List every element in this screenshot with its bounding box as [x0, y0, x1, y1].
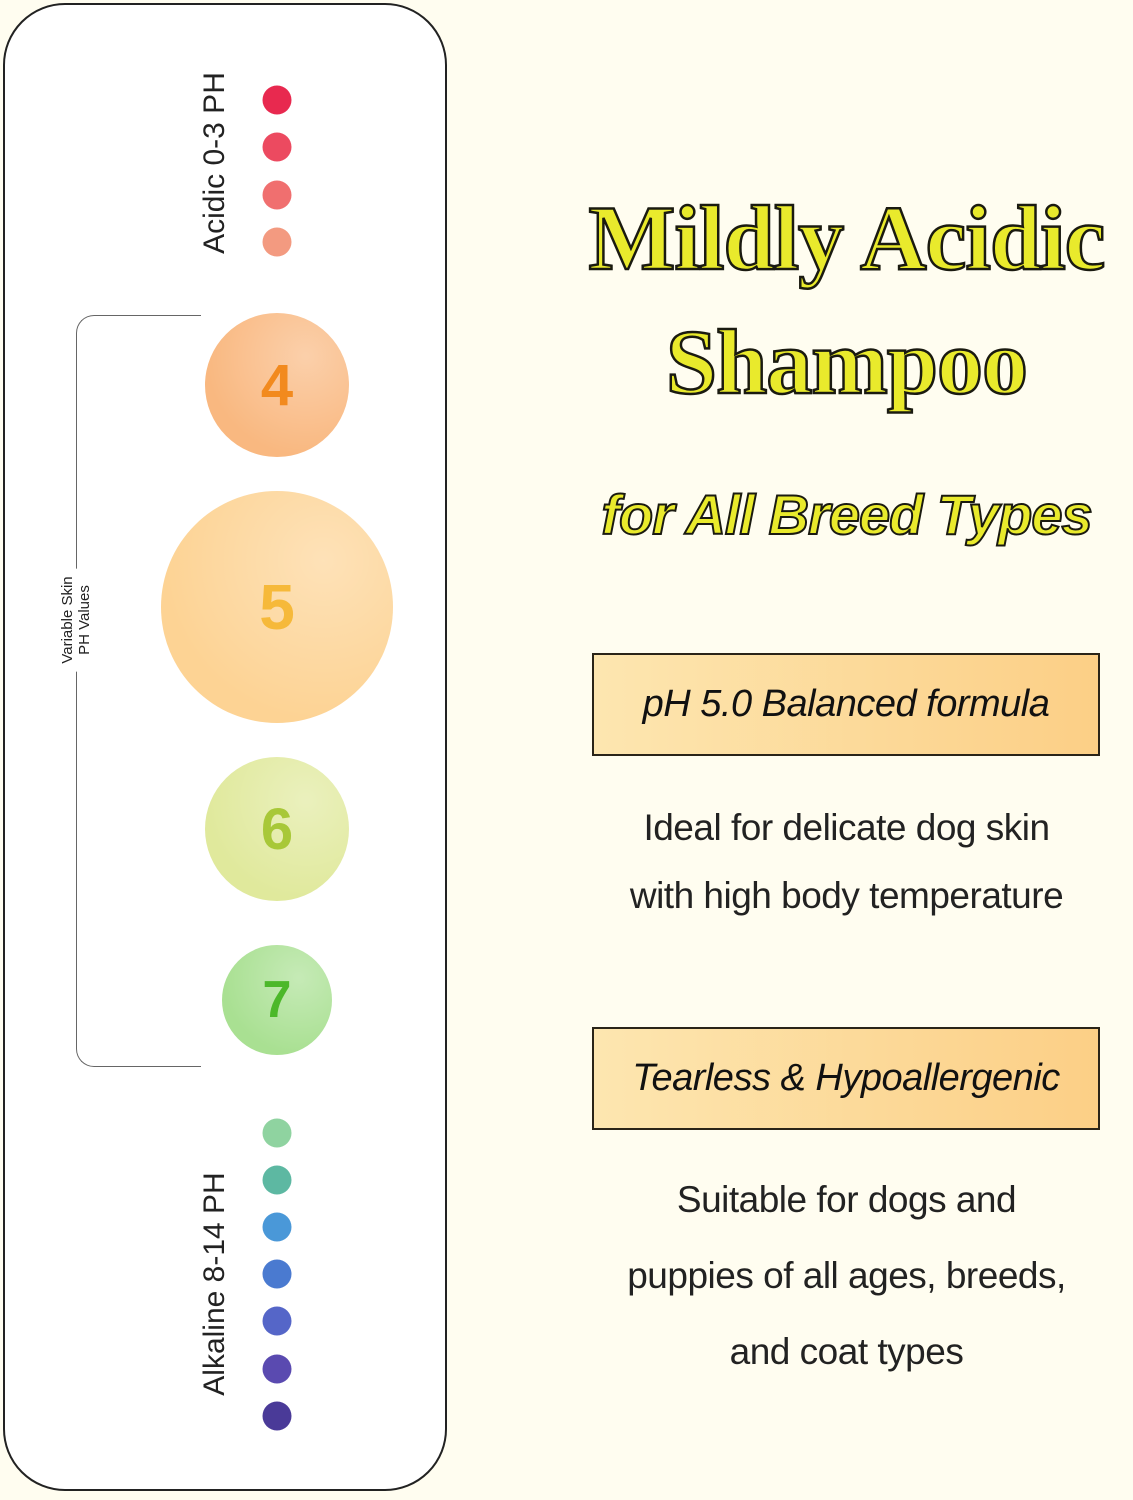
feature1-desc-line2: with high body temperature [629, 875, 1064, 916]
ph-value-label: 6 [260, 796, 294, 862]
alkaline-dot [262, 1212, 292, 1242]
acidic-dot [262, 85, 292, 115]
ph-circle-6: 6 [205, 757, 349, 901]
ph-circle-4: 4 [205, 313, 349, 457]
ph-value-label: 5 [259, 571, 295, 643]
bracket-label-line1: Variable Skin [59, 576, 76, 664]
acidic-label: Acidic 0-3 PH [198, 72, 231, 254]
bracket-label-line2: PH Values [76, 585, 93, 655]
alkaline-dot [262, 1165, 292, 1195]
feature-badge-tearless-text: Tearless & Hypoallergenic [632, 1057, 1060, 1099]
feature-badge-ph: pH 5.0 Balanced formula [592, 653, 1100, 756]
feature-badge-ph-text: pH 5.0 Balanced formula [642, 683, 1050, 725]
ph-value-label: 7 [262, 971, 292, 1029]
headline-line2: Shampoo [560, 302, 1133, 422]
alkaline-dot [262, 1354, 292, 1384]
headline-line3-text: for All Breed Types [600, 482, 1093, 547]
ph-circle-5: 5 [161, 491, 393, 723]
alkaline-dot [262, 1401, 292, 1431]
headline-line1-text: Mildly Acidic [587, 186, 1107, 291]
feature1-desc-line1: Ideal for delicate dog skin [643, 807, 1050, 848]
ph-circle-7: 7 [222, 945, 332, 1055]
acidic-dot [262, 132, 292, 162]
headline-line3: for All Breed Types [560, 465, 1133, 565]
acidic-dot [262, 227, 292, 257]
feature2-desc-line1: Suitable for dogs and [676, 1179, 1017, 1220]
alkaline-dot [262, 1259, 292, 1289]
headline-line1: Mildly Acidic [560, 178, 1133, 298]
alkaline-label: Alkaline 8-14 PH [198, 1172, 231, 1396]
feature2-desc-line3: and coat types [729, 1331, 964, 1372]
bracket-label: Variable Skin PH Values [59, 568, 93, 672]
feature-badge-tearless: Tearless & Hypoallergenic [592, 1027, 1100, 1130]
skin-ph-bracket [76, 315, 201, 1067]
alkaline-dot [262, 1118, 292, 1148]
feature2-desc-line2: puppies of all ages, breeds, [627, 1255, 1066, 1296]
acidic-dot [262, 180, 292, 210]
alkaline-dot [262, 1306, 292, 1336]
headline-line2-text: Shampoo [665, 310, 1030, 415]
ph-value-label: 4 [260, 352, 294, 418]
ph-scale-card [3, 3, 447, 1491]
